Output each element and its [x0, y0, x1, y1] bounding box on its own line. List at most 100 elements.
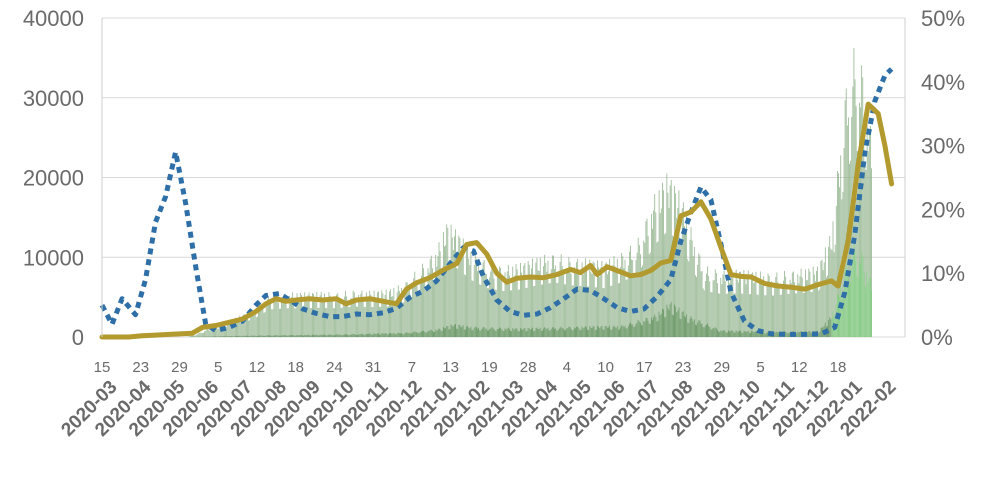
bar-total — [477, 271, 478, 337]
bar-total — [707, 266, 708, 337]
bar-total — [728, 272, 729, 337]
bar-positive — [269, 335, 270, 337]
bar-positive — [857, 277, 859, 337]
bar-positive — [679, 318, 681, 337]
bar-total — [400, 295, 401, 337]
bar-positive — [318, 335, 320, 337]
bar-total — [188, 336, 190, 337]
bar-total — [425, 287, 427, 337]
bar-total — [415, 280, 417, 337]
bar-positive — [680, 319, 682, 337]
bar-total — [217, 328, 219, 337]
bar-positive — [707, 323, 708, 337]
bar-positive — [429, 330, 431, 337]
bar-positive — [405, 332, 407, 337]
bar-positive — [835, 304, 837, 337]
bar-total — [424, 277, 426, 337]
bar-total — [237, 321, 238, 337]
bar-positive — [301, 334, 302, 337]
bar-positive — [428, 331, 430, 337]
bar-positive — [787, 333, 789, 337]
bar-positive — [406, 332, 408, 337]
bar-total — [315, 298, 317, 337]
bar-total — [197, 333, 199, 337]
bar-positive — [668, 310, 670, 337]
bar-total — [192, 335, 193, 337]
bar-total — [201, 333, 203, 337]
bar-positive — [592, 326, 594, 337]
bar-total — [602, 288, 604, 337]
bar-total — [805, 269, 806, 337]
bar-total — [487, 288, 488, 337]
bar-positive — [367, 334, 368, 337]
bar-total — [450, 224, 452, 337]
bar-positive — [712, 328, 714, 337]
bar-positive — [379, 334, 380, 337]
bar-positive — [554, 328, 555, 337]
bar-positive — [231, 336, 233, 337]
bar-positive — [258, 335, 259, 337]
bar-positive — [564, 330, 565, 337]
bar-positive — [558, 328, 560, 337]
bar-positive — [818, 332, 820, 337]
bar-total — [758, 279, 760, 337]
bar-positive — [474, 326, 476, 337]
bar-total — [733, 293, 735, 337]
bar-total — [633, 275, 635, 337]
bar-total — [361, 290, 363, 337]
y-tick-right: 30% — [921, 134, 965, 159]
bar-total — [702, 288, 704, 337]
bar-positive — [491, 327, 493, 337]
bar-positive — [785, 331, 787, 337]
bar-positive — [702, 327, 704, 337]
bar-positive — [211, 336, 213, 337]
bar-positive — [583, 327, 585, 337]
bar-positive — [843, 283, 845, 337]
bar-total — [527, 261, 529, 337]
bar-total — [831, 249, 833, 337]
bar-total — [821, 259, 823, 337]
bar-positive — [273, 335, 275, 337]
bar-positive — [330, 334, 332, 337]
bar-positive — [285, 335, 287, 337]
bar-total — [401, 287, 402, 337]
bar-total — [507, 265, 509, 337]
bar-positive — [639, 322, 641, 337]
bar-positive — [331, 334, 333, 337]
bar-positive — [378, 333, 379, 337]
bar-total — [447, 227, 449, 337]
bar-total — [561, 266, 563, 337]
bar-total — [236, 318, 237, 337]
bar-positive — [262, 335, 264, 337]
bar-positive — [425, 332, 427, 337]
bar-total — [285, 300, 287, 337]
bar-total — [277, 302, 279, 337]
bar-total — [755, 271, 757, 337]
bar-total — [429, 259, 431, 337]
bar-total — [770, 281, 772, 337]
bar-total — [752, 272, 754, 337]
bar-positive — [568, 326, 570, 337]
bar-positive — [335, 334, 336, 337]
bar-positive — [521, 329, 522, 337]
bar-positive — [647, 320, 649, 337]
bar-total — [479, 284, 481, 337]
bar-positive — [401, 332, 402, 337]
bar-total — [562, 271, 564, 337]
bar-total — [713, 280, 715, 337]
bar-total — [325, 307, 327, 337]
bar-total — [538, 271, 540, 337]
bar-total — [422, 263, 423, 337]
x-tick-day: 24 — [326, 359, 343, 376]
x-tick-day: 29 — [171, 359, 188, 376]
bar-positive — [605, 326, 607, 337]
bar-total — [282, 301, 284, 337]
bar-positive — [856, 276, 858, 337]
bar-total — [800, 268, 802, 337]
bar-total — [573, 267, 575, 337]
bar-positive — [575, 328, 576, 337]
bar-total — [564, 284, 565, 337]
bar-total — [834, 244, 836, 337]
bar-positive — [469, 328, 471, 337]
bar-total — [681, 208, 683, 337]
